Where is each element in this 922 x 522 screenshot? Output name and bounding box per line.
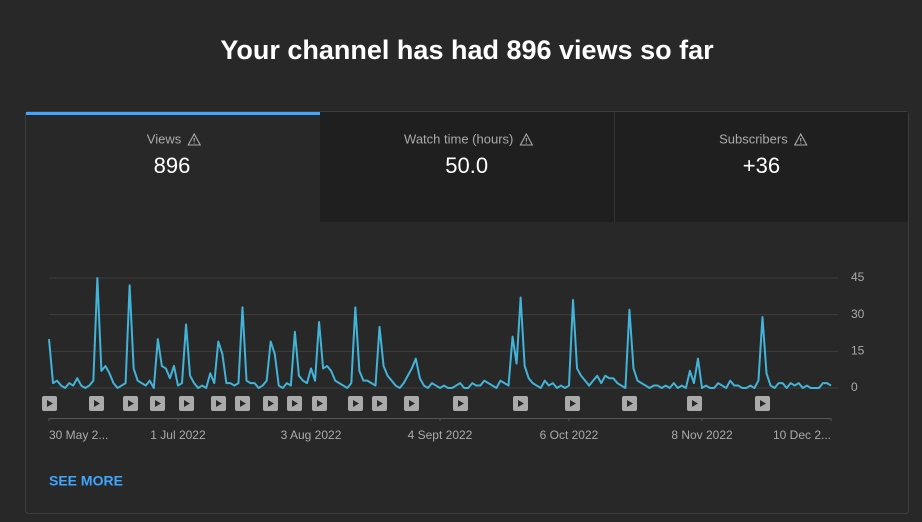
y-tick-label: 30 — [851, 307, 865, 321]
tab-label: Subscribers — [719, 131, 788, 146]
see-more-link[interactable]: SEE MORE — [49, 473, 123, 489]
warning-icon — [187, 132, 202, 146]
video-marker-icon — [377, 400, 383, 407]
video-marker-icon — [409, 400, 415, 407]
video-marker-icon — [353, 400, 359, 407]
video-marker-icon — [216, 400, 222, 407]
x-tick-label: 10 Dec 2... — [773, 428, 831, 442]
video-marker-icon — [760, 400, 766, 407]
x-tick-label: 30 May 2... — [49, 428, 108, 442]
tab-label: Watch time (hours) — [404, 131, 513, 146]
video-marker-icon — [94, 400, 100, 407]
video-marker-icon — [292, 400, 298, 407]
y-tick-label: 0 — [851, 380, 858, 394]
video-marker-icon — [518, 400, 524, 407]
tab-value: 50.0 — [445, 153, 488, 178]
video-marker-icon — [268, 400, 274, 407]
video-marker-icon — [458, 400, 464, 407]
video-marker-icon — [240, 400, 246, 407]
warning-icon — [793, 132, 808, 146]
x-tick-label: 8 Nov 2022 — [671, 428, 733, 442]
y-tick-label: 45 — [851, 270, 865, 284]
warning-icon — [519, 132, 534, 146]
video-marker-icon — [570, 400, 576, 407]
tab-label: Views — [147, 131, 182, 146]
tab-value: 896 — [154, 153, 191, 178]
x-tick-label: 4 Sept 2022 — [408, 428, 473, 442]
video-marker-icon — [128, 400, 134, 407]
x-tick-label: 1 Jul 2022 — [150, 428, 206, 442]
video-marker-icon — [627, 400, 633, 407]
y-tick-label: 15 — [851, 344, 865, 358]
video-marker-icon — [184, 400, 190, 407]
video-marker-icon — [692, 400, 698, 407]
tab-value: +36 — [743, 153, 780, 178]
x-tick-label: 6 Oct 2022 — [540, 428, 599, 442]
x-tick-label: 3 Aug 2022 — [281, 428, 342, 442]
active-tab-indicator — [26, 112, 320, 115]
video-marker-icon — [317, 400, 323, 407]
video-marker-icon — [47, 400, 53, 407]
views-line — [48, 277, 832, 389]
video-marker-icon — [155, 400, 161, 407]
page-title: Your channel has had 896 views so far — [220, 35, 714, 65]
